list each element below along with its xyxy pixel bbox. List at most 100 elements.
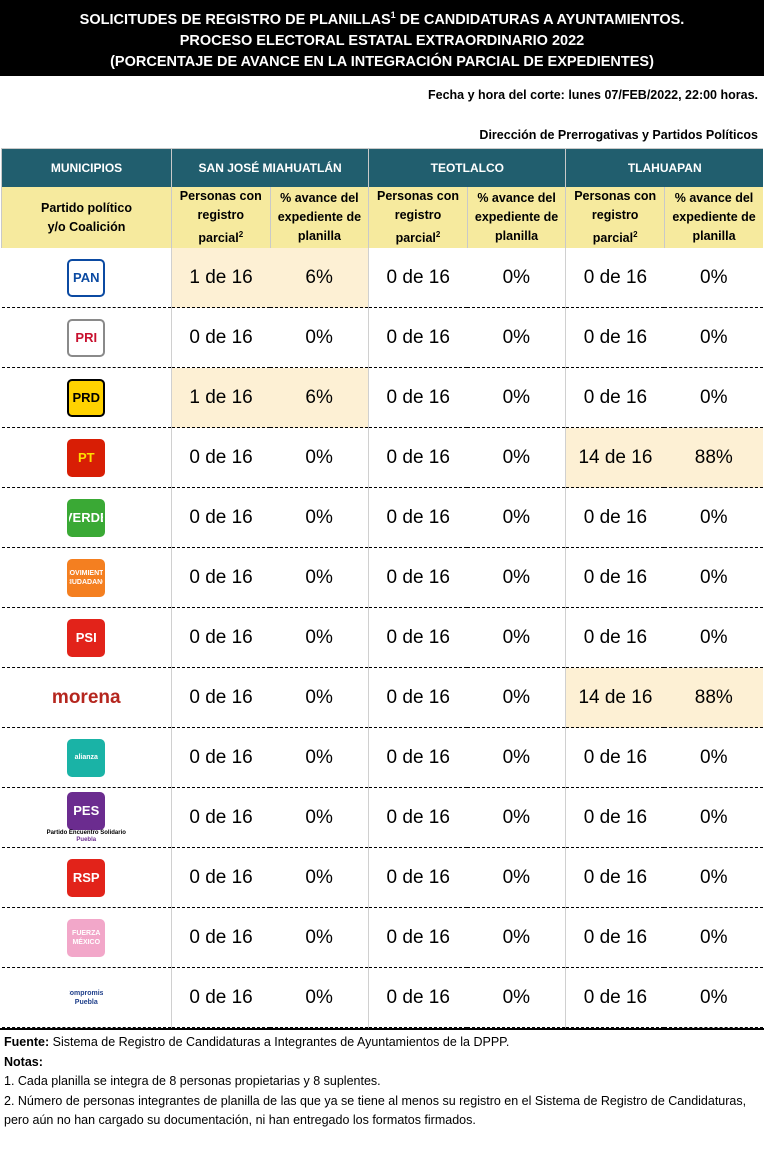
logo-cell: Compromiso Puebla <box>1 967 172 1029</box>
value-cell: 0 de 16 <box>368 248 468 309</box>
subheader-cell: Partido político y/o Coalición <box>1 187 172 249</box>
header-line: % avance del <box>271 189 369 208</box>
value-cell: 0 de 16 <box>171 607 271 669</box>
value-cell: 0% <box>664 367 764 429</box>
party-logo: PSI <box>67 618 106 657</box>
title-line: (PORCENTAJE DE AVANCE EN LA INTEGRACIÓN … <box>110 53 654 70</box>
header-text: planilla <box>495 229 539 244</box>
value-cell: 0% <box>270 787 369 849</box>
value-cell: 0 de 16 <box>368 667 468 729</box>
logo-cell: PRD <box>1 367 172 429</box>
title-text: DE CANDIDATURAS A AYUNTAMIENTOS. <box>395 11 685 28</box>
header-text: parcial <box>395 231 436 246</box>
footnote-mark: 2 <box>633 230 638 239</box>
party-logo: morena <box>51 687 121 709</box>
value-cell: 0% <box>270 967 369 1029</box>
value-cell: 0 de 16 <box>565 907 665 969</box>
header-text: expediente de <box>474 210 559 225</box>
logo-cell: alianza <box>1 727 172 789</box>
header-line: expediente de <box>468 208 566 227</box>
header-cell: SAN JOSÉ MIAHUATLÁN <box>170 148 369 187</box>
footnote-mark: 2 <box>238 230 244 239</box>
header-line: % avance del <box>468 189 566 208</box>
value-cell: 0% <box>664 727 764 789</box>
subheader-cell: Personas con registro parcial2 <box>565 187 665 249</box>
header-line: registro <box>369 206 467 225</box>
value-cell: 0 de 16 <box>565 367 665 429</box>
value-cell: 0% <box>467 487 566 549</box>
value-cell: 0% <box>467 787 566 849</box>
logo-cell: PSI <box>1 607 172 669</box>
value-cell: 0 de 16 <box>368 727 468 789</box>
subheader-cell: % avance del expediente de planilla <box>269 187 369 249</box>
row: alianza 0 de 16 0% 0 de 16 0% 0 de 16 0% <box>1 727 764 789</box>
value-cell: 0% <box>467 248 566 309</box>
logo-caption: Puebla <box>76 836 97 843</box>
header-text: Personas con <box>376 189 459 203</box>
header-text: planilla <box>297 229 341 244</box>
party-logo: VERDE <box>67 498 106 537</box>
logo-cell: PT <box>1 427 172 489</box>
header-cell: TEOTLALCO <box>368 148 566 187</box>
value-cell: 0 de 16 <box>368 367 468 429</box>
value-cell: 0 de 16 <box>171 547 271 609</box>
value-cell: 6% <box>270 248 369 309</box>
header-line: parcial2 <box>172 225 270 248</box>
header-text: % avance del <box>280 191 359 206</box>
value-cell: 0 de 16 <box>565 547 665 609</box>
value-cell: 0% <box>270 307 369 369</box>
value-cell: 0 de 16 <box>171 847 271 909</box>
header-line: y/o Coalición <box>2 218 171 237</box>
title-text: SOLICITUDES DE REGISTRO DE PLANILLAS <box>79 11 391 28</box>
value-cell: 0% <box>270 427 369 489</box>
row: PSI 0 de 16 0% 0 de 16 0% 0 de 16 0% <box>1 607 764 669</box>
row: PES Partido Encuentro Solidario Puebla 0 de… <box>1 787 764 849</box>
header-line: registro <box>566 206 664 225</box>
value-cell: 0% <box>664 547 764 609</box>
logo-cell: FUERZA MÉXICO <box>1 907 172 969</box>
value-cell: 14 de 16 <box>565 427 665 489</box>
header-text: expediente de <box>277 210 362 225</box>
value-cell: 0 de 16 <box>565 607 665 669</box>
value-cell: 0% <box>270 907 369 969</box>
value-cell: 0 de 16 <box>171 427 271 489</box>
value-cell: 0% <box>664 248 764 309</box>
header-line: Personas con <box>172 187 270 206</box>
header-line: planilla <box>665 227 763 246</box>
cutoff: Fecha y hora del corte: lunes 07/FEB/202… <box>428 88 758 102</box>
value-cell: 0 de 16 <box>368 847 468 909</box>
party-logo: PRD <box>67 378 106 417</box>
header-text: parcial <box>592 231 634 246</box>
logo-cell: RSP <box>1 847 172 909</box>
footnote-mark: 1 <box>390 10 396 20</box>
party-logo: alianza <box>67 738 106 777</box>
header-line: % avance del <box>665 189 763 208</box>
header-text: planilla <box>692 229 736 244</box>
value-cell: 0% <box>467 307 566 369</box>
header-text: parcial <box>198 231 239 246</box>
subheader-row: Partido político y/o Coalición Personas co… <box>1 187 764 249</box>
value-cell: 0% <box>270 607 369 669</box>
header-text: % avance del <box>674 191 754 206</box>
value-cell: 6% <box>270 367 369 429</box>
party-logo: PT <box>67 438 106 477</box>
value-cell: 0 de 16 <box>565 847 665 909</box>
row: PRI 0 de 16 0% 0 de 16 0% 0 de 16 0% <box>1 307 764 369</box>
value-cell: 0% <box>467 847 566 909</box>
value-cell: 0 de 16 <box>368 967 468 1029</box>
header-line: expediente de <box>271 208 369 227</box>
logo-cell: PES Partido Encuentro Solidario Puebla <box>1 787 172 849</box>
party-logo: Compromiso Puebla <box>69 989 104 1006</box>
value-cell: 0% <box>664 907 764 969</box>
value-cell: 0 de 16 <box>171 307 271 369</box>
value-cell: 0 de 16 <box>368 487 468 549</box>
title-block: SOLICITUDES DE REGISTRO DE PLANILLAS1 DE… <box>0 0 764 76</box>
value-cell: 88% <box>664 427 764 489</box>
value-cell: 0% <box>467 367 566 429</box>
header-line: Personas con <box>369 187 467 206</box>
value-cell: 0 de 16 <box>565 307 665 369</box>
header-text: registro <box>591 208 639 222</box>
